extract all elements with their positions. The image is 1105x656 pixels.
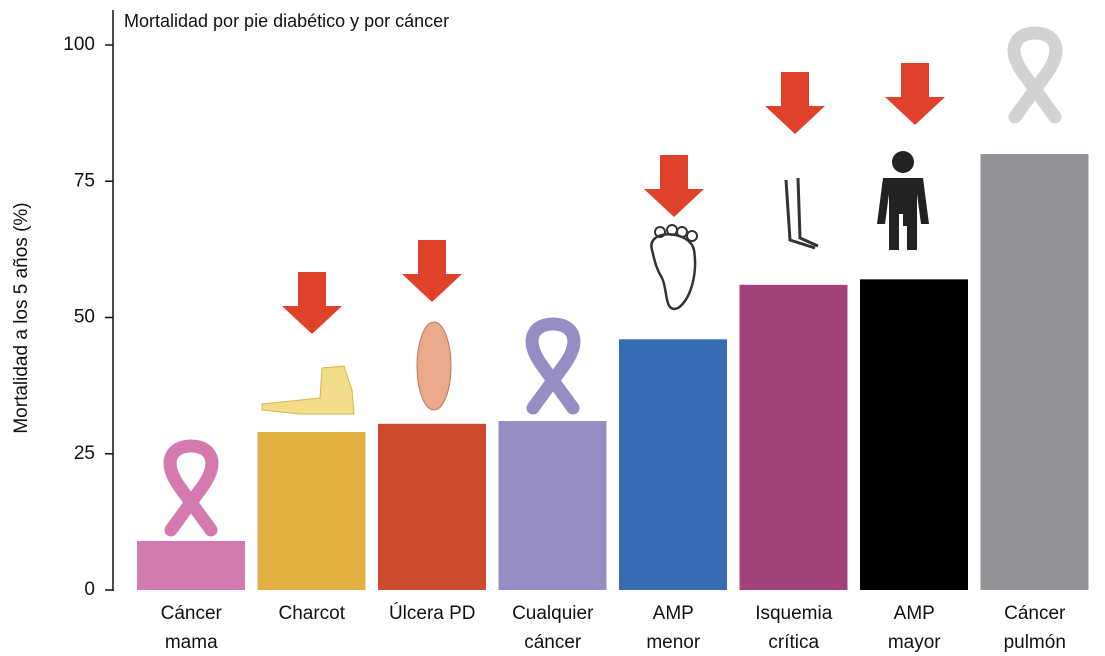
x-tick-label: mayor xyxy=(888,632,941,653)
x-tick-label: Úlcera PD xyxy=(389,602,476,624)
legs-icon xyxy=(784,177,819,250)
x-tick-label: Cualquier xyxy=(512,603,594,624)
bar xyxy=(980,154,1089,590)
toe-icon xyxy=(686,230,698,242)
y-tick-label: 25 xyxy=(74,443,95,464)
x-tick-label: Cáncer xyxy=(1004,603,1066,624)
x-tick-label: Charcot xyxy=(278,603,345,624)
person-head xyxy=(892,151,914,173)
x-tick-label: AMP xyxy=(653,603,694,624)
arrow-icon xyxy=(644,155,704,217)
ribbon-icon xyxy=(525,317,581,415)
toe-icon xyxy=(676,226,688,238)
bar xyxy=(137,540,245,590)
foot-icon xyxy=(261,365,355,415)
arrow-icon xyxy=(765,72,825,134)
y-tick-label: 0 xyxy=(84,579,95,600)
y-tick-label: 100 xyxy=(63,34,95,55)
ribbon-icon xyxy=(163,439,219,537)
y-tick-label: 50 xyxy=(74,307,95,328)
icons xyxy=(163,26,1063,537)
x-tick-label: menor xyxy=(646,632,701,653)
chart-title: Mortalidad por pie diabético y por cánce… xyxy=(124,11,449,31)
arrow-icon xyxy=(402,240,462,302)
arrow-icon xyxy=(282,272,342,334)
x-tick-label: AMP xyxy=(894,603,935,624)
x-tick-label: Cáncer xyxy=(161,603,223,624)
x-tick-label: cáncer xyxy=(524,632,582,653)
person-body xyxy=(877,178,929,250)
bar xyxy=(257,431,366,590)
toe-icon xyxy=(654,226,666,238)
arrow-icon xyxy=(885,63,945,125)
x-tick-label: pulmón xyxy=(1004,632,1066,653)
sole-icon xyxy=(416,321,452,411)
ribbon-icon xyxy=(1007,26,1063,124)
bar xyxy=(619,339,727,590)
bar xyxy=(860,279,968,590)
y-tick-label: 75 xyxy=(74,170,95,191)
x-tick-label: Isquemia xyxy=(755,603,833,624)
bar xyxy=(739,284,848,590)
x-tick-label: mama xyxy=(165,632,218,653)
footprint-icon xyxy=(650,233,697,311)
y-axis-label: Mortalidad a los 5 años (%) xyxy=(11,202,32,433)
bar xyxy=(498,421,607,590)
x-tick-label: crítica xyxy=(768,632,819,653)
bar xyxy=(378,423,486,590)
